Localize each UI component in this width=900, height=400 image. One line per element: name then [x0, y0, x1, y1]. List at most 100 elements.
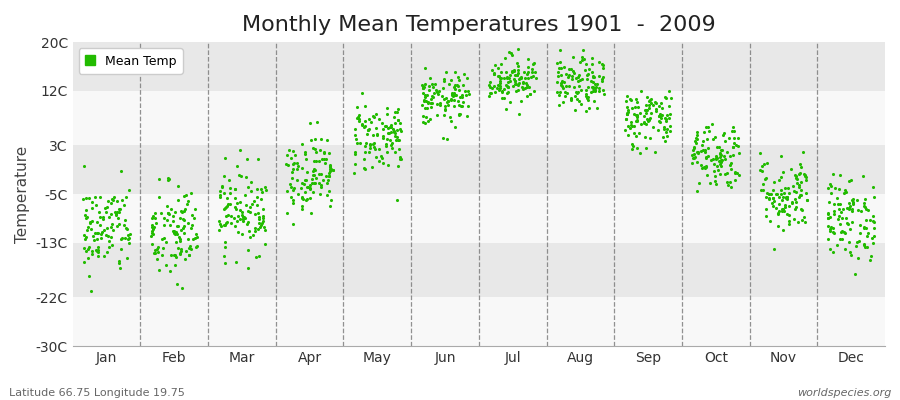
Point	[112, 260, 127, 266]
Point	[732, 172, 746, 178]
Point	[438, 69, 453, 75]
Point	[366, 114, 381, 120]
Point	[822, 198, 836, 205]
Point	[184, 225, 198, 231]
Point	[109, 212, 123, 218]
Point	[240, 247, 255, 253]
Point	[629, 96, 643, 102]
Point	[758, 176, 772, 183]
Point	[231, 172, 246, 178]
Point	[572, 83, 586, 90]
Point	[700, 124, 715, 130]
Point	[233, 198, 248, 205]
Point	[834, 208, 849, 215]
Point	[87, 229, 102, 236]
Point	[553, 58, 567, 65]
Point	[258, 184, 273, 190]
Point	[84, 226, 98, 232]
Point	[572, 72, 587, 78]
Point	[302, 120, 317, 126]
Point	[701, 145, 716, 152]
Point	[229, 206, 243, 212]
Point	[620, 110, 634, 117]
Point	[296, 196, 310, 202]
Point	[596, 86, 610, 93]
Point	[113, 168, 128, 174]
Point	[323, 164, 338, 170]
Point	[639, 144, 653, 151]
Point	[620, 110, 634, 116]
Point	[792, 171, 806, 177]
Point	[189, 243, 203, 250]
Point	[251, 156, 266, 162]
Point	[387, 113, 401, 120]
Point	[493, 74, 508, 81]
Point	[85, 205, 99, 211]
Point	[234, 209, 248, 216]
Point	[827, 208, 842, 214]
Point	[724, 160, 739, 166]
Point	[556, 99, 571, 105]
Point	[800, 197, 814, 204]
Point	[662, 88, 676, 94]
Point	[357, 124, 372, 130]
Point	[500, 90, 514, 96]
Point	[797, 214, 812, 220]
Point	[769, 191, 783, 197]
Point	[690, 132, 705, 138]
Point	[314, 183, 328, 190]
Point	[392, 117, 406, 124]
Point	[351, 115, 365, 122]
Point	[254, 186, 268, 193]
Point	[101, 198, 115, 205]
Point	[386, 126, 400, 132]
Point	[279, 188, 293, 194]
Point	[366, 113, 381, 119]
Point	[218, 259, 232, 266]
Point	[846, 196, 860, 202]
Point	[166, 213, 180, 220]
Point	[176, 216, 191, 223]
Bar	[73, 298, 885, 346]
Point	[298, 189, 312, 195]
Point	[620, 111, 634, 117]
Point	[218, 222, 232, 228]
Point	[866, 184, 880, 190]
Point	[416, 83, 430, 89]
Point	[689, 140, 704, 146]
Point	[299, 177, 313, 183]
Point	[426, 83, 440, 90]
Point	[845, 208, 859, 214]
Point	[696, 142, 710, 148]
Point	[644, 110, 658, 117]
Point	[437, 102, 452, 109]
Point	[90, 244, 104, 250]
Point	[828, 185, 842, 191]
Point	[567, 84, 581, 91]
Point	[796, 170, 811, 177]
Point	[712, 158, 726, 164]
Point	[867, 194, 881, 200]
Point	[657, 124, 671, 130]
Point	[832, 213, 846, 219]
Point	[417, 98, 431, 104]
Point	[228, 195, 242, 201]
Point	[488, 62, 502, 68]
Point	[244, 178, 258, 185]
Point	[518, 80, 533, 86]
Point	[164, 206, 178, 212]
Point	[505, 69, 519, 76]
Point	[782, 212, 796, 218]
Point	[773, 152, 788, 159]
Point	[441, 98, 455, 104]
Point	[492, 87, 507, 94]
Point	[663, 95, 678, 102]
Point	[694, 162, 708, 168]
Legend: Mean Temp: Mean Temp	[79, 48, 183, 74]
Point	[298, 149, 312, 156]
Point	[771, 177, 786, 184]
Point	[640, 116, 654, 122]
Point	[564, 96, 579, 102]
Point	[788, 205, 803, 212]
Point	[350, 115, 365, 121]
